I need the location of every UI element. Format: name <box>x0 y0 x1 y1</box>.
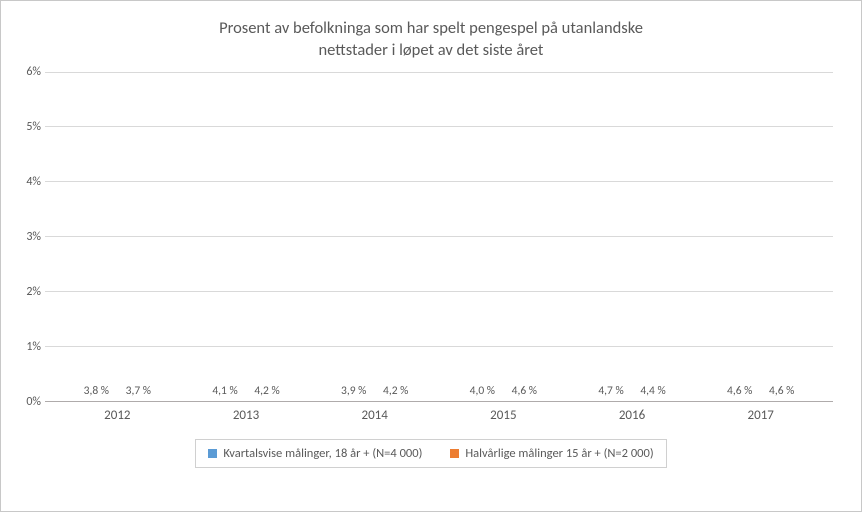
y-tick: 2% <box>26 285 41 299</box>
y-tick: 0% <box>26 395 41 409</box>
bar-value-label: 4,2 % <box>383 384 408 398</box>
y-tick: 3% <box>26 230 41 244</box>
y-tick: 4% <box>26 175 41 189</box>
bar-value-label: 4,4 % <box>640 384 665 398</box>
bar-value-label: 3,9 % <box>341 384 366 398</box>
legend: Kvartalsvise målinger, 18 år + (N=4 000)… <box>195 439 666 468</box>
bar-value-label: 4,1 % <box>212 384 237 398</box>
chart-container: Prosent av befolkninga som har spelt pen… <box>0 0 862 512</box>
x-tick: 2015 <box>439 408 568 423</box>
legend-label-b: Halvårlige målinger 15 år + (N=2 000) <box>465 446 653 461</box>
x-tick: 2016 <box>568 408 697 423</box>
bar-value-label: 4,7 % <box>598 384 623 398</box>
x-tick: 2013 <box>182 408 311 423</box>
x-tick: 2012 <box>53 408 182 423</box>
chart-title: Prosent av befolkninga som har spelt pen… <box>23 17 839 62</box>
chart-title-line1: Prosent av befolkninga som har spelt pen… <box>219 18 643 38</box>
plot-area: 0%1%2%3%4%5%6% 3,8 %3,7 %4,1 %4,2 %3,9 %… <box>45 72 833 402</box>
bar-value-label: 4,6 % <box>727 384 752 398</box>
bar-value-label: 4,0 % <box>470 384 495 398</box>
legend-label-a: Kvartalsvise målinger, 18 år + (N=4 000) <box>223 446 422 461</box>
bar-value-label: 4,6 % <box>769 384 794 398</box>
bars-area: 3,8 % 3,7 % 4,1 % 4,2 % 3,9 % 4,2 % 4,0 % 4,6 %… <box>45 72 833 402</box>
bar-value-label: 4,6 % <box>512 384 537 398</box>
legend-swatch-a <box>208 449 217 458</box>
y-tick: 6% <box>26 65 41 79</box>
x-axis: 201220132014201520162017 <box>45 402 833 423</box>
legend-item-a: Kvartalsvise målinger, 18 år + (N=4 000) <box>208 446 422 461</box>
y-tick: 5% <box>26 120 41 134</box>
x-tick: 2017 <box>696 408 825 423</box>
bar-value-label: 4,2 % <box>254 384 279 398</box>
legend-swatch-b <box>450 449 459 458</box>
chart-title-line2: nettstader i løpet av det siste året <box>319 40 544 60</box>
bar-value-label: 3,8 % <box>84 384 109 398</box>
legend-item-b: Halvårlige målinger 15 år + (N=2 000) <box>450 446 653 461</box>
bar-value-label: 3,7 % <box>126 384 151 398</box>
y-tick: 1% <box>26 340 41 354</box>
x-tick: 2014 <box>310 408 439 423</box>
y-axis: 0%1%2%3%4%5%6% <box>15 72 45 402</box>
